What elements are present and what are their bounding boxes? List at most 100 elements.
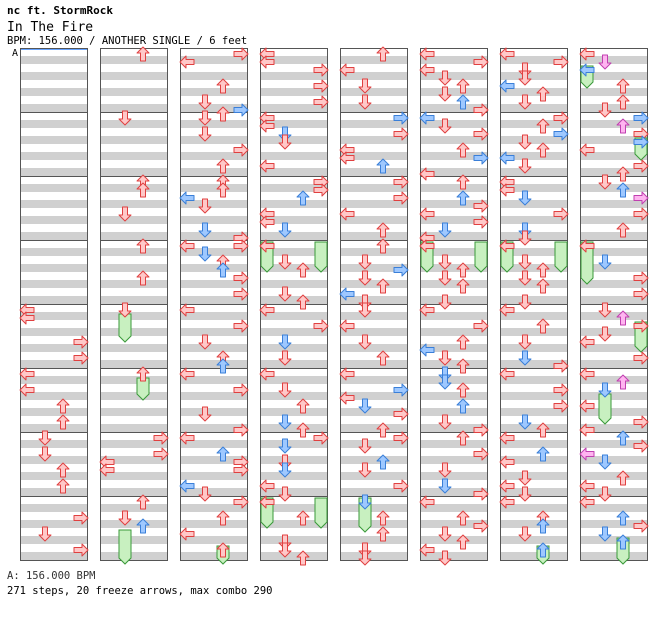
right-arrow-quarter-icon [553, 55, 569, 69]
up-arrow-quarter-icon [56, 414, 70, 430]
beat-stripe [420, 472, 488, 480]
up-arrow-quarter-icon [456, 382, 470, 398]
right-arrow-quarter-icon [473, 103, 489, 117]
beat-stripe [20, 408, 88, 416]
beat-stripe [420, 344, 488, 352]
beat-stripe [260, 296, 328, 304]
up-arrow-eighth-icon [216, 358, 230, 374]
beat-stripe [260, 200, 328, 208]
down-arrow-quarter-icon [518, 254, 532, 270]
up-arrow-quarter-icon [456, 78, 470, 94]
left-arrow-quarter-icon [499, 183, 515, 197]
beat-stripe [420, 232, 488, 240]
up-arrow-eighth-icon [216, 262, 230, 278]
left-arrow-quarter-icon [339, 391, 355, 405]
down-arrow-quarter-icon [358, 334, 372, 350]
up-arrow-eighth-icon [456, 190, 470, 206]
left-arrow-eighth-icon [419, 343, 435, 357]
beat-stripe [100, 56, 168, 64]
beat-stripe [100, 216, 168, 224]
song-title: In The Fire [7, 20, 94, 35]
beat-stripe [20, 136, 88, 144]
beat-stripe [580, 120, 648, 128]
beat-stripe [340, 120, 408, 128]
beat-stripe [420, 248, 488, 256]
beat-stripe [20, 120, 88, 128]
beat-stripe [260, 472, 328, 480]
down-arrow-quarter-icon [518, 134, 532, 150]
beat-stripe [580, 88, 648, 96]
beat-stripe [580, 136, 648, 144]
beat-stripe [420, 56, 488, 64]
beat-stripe [180, 328, 248, 336]
right-arrow-quarter-icon [233, 239, 249, 253]
right-arrow-quarter-icon [633, 207, 649, 221]
beat-stripe [420, 408, 488, 416]
bpm-change-line [20, 49, 88, 50]
beat-stripe [500, 488, 568, 496]
beat-stripe [420, 424, 488, 432]
beat-stripe [100, 200, 168, 208]
left-arrow-quarter-icon [259, 479, 275, 493]
left-arrow-quarter-icon [579, 423, 595, 437]
down-arrow-quarter-icon [518, 470, 532, 486]
beat-stripe [420, 280, 488, 288]
up-arrow-eighth-icon [616, 510, 630, 526]
beat-stripe [100, 408, 168, 416]
beat-stripe [500, 200, 568, 208]
down-arrow-quarter-icon [598, 302, 612, 318]
beat-stripe [20, 440, 88, 448]
beat-stripe [20, 552, 88, 560]
down-arrow-quarter-icon [278, 134, 292, 150]
left-arrow-eighth-icon [339, 287, 355, 301]
up-arrow-quarter-icon [216, 510, 230, 526]
down-arrow-quarter-icon [118, 206, 132, 222]
up-arrow-quarter-icon [456, 534, 470, 550]
beat-stripe [340, 56, 408, 64]
down-arrow-eighth-icon [278, 462, 292, 478]
left-arrow-quarter-icon [499, 431, 515, 445]
right-arrow-quarter-icon [233, 143, 249, 157]
beat-stripe [500, 184, 568, 192]
step-statistics: 271 steps, 20 freeze arrows, max combo 2… [7, 585, 273, 597]
up-arrow-quarter-icon [376, 278, 390, 294]
beat-stripe [100, 232, 168, 240]
up-arrow-quarter-icon [456, 430, 470, 446]
down-arrow-quarter-icon [438, 270, 452, 286]
up-arrow-quarter-icon [616, 470, 630, 486]
beat-stripe [340, 72, 408, 80]
down-arrow-quarter-icon [518, 158, 532, 174]
left-arrow-quarter-icon [259, 215, 275, 229]
beat-stripe [20, 344, 88, 352]
down-arrow-quarter-icon [438, 526, 452, 542]
beat-stripe [100, 360, 168, 368]
up-arrow-quarter-icon [136, 366, 150, 382]
beat-stripe [100, 472, 168, 480]
beat-stripe [500, 104, 568, 112]
beat-stripe [420, 72, 488, 80]
down-arrow-quarter-icon [118, 110, 132, 126]
beat-stripe [180, 552, 248, 560]
beat-stripe [340, 520, 408, 528]
left-arrow-quarter-icon [179, 303, 195, 317]
left-arrow-eighth-icon [499, 79, 515, 93]
up-arrow-eighth-icon [296, 190, 310, 206]
up-arrow-quarter-icon [456, 262, 470, 278]
beat-stripe [20, 88, 88, 96]
up-arrow-eighth-icon [616, 430, 630, 446]
down-arrow-eighth-icon [198, 246, 212, 262]
right-arrow-quarter-icon [633, 439, 649, 453]
beat-stripe [420, 360, 488, 368]
beat-stripe [340, 552, 408, 560]
right-arrow-quarter-icon [153, 447, 169, 461]
up-arrow-quarter-icon [456, 334, 470, 350]
beat-stripe [20, 424, 88, 432]
beat-stripe [580, 488, 648, 496]
beat-stripe [20, 296, 88, 304]
up-arrow-sixteenth-icon [616, 118, 630, 134]
left-arrow-quarter-icon [259, 367, 275, 381]
beat-stripe [420, 168, 488, 176]
left-arrow-quarter-icon [419, 63, 435, 77]
chart-info: BPM: 156.000 / ANOTHER SINGLE / 6 feet [7, 35, 248, 47]
